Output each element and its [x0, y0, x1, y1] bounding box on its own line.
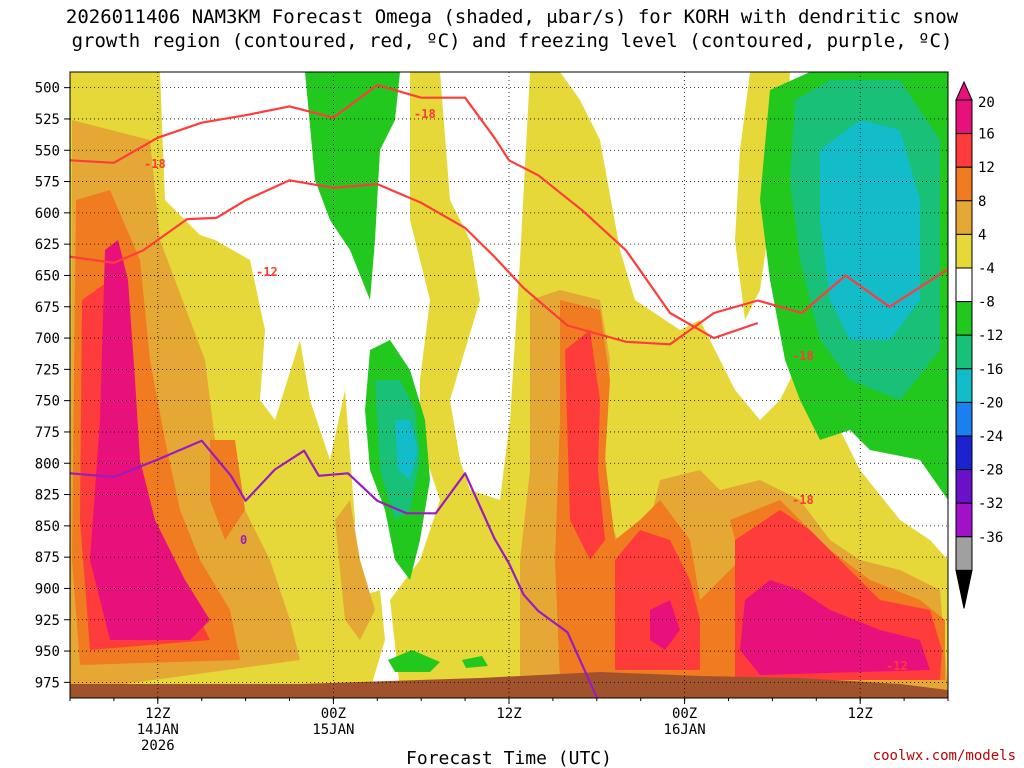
- contour-label-purple-1: 0: [240, 533, 247, 547]
- shade-orange-2: [210, 440, 245, 540]
- colorbar-segment: [955, 334, 973, 370]
- contour-line-1: [70, 83, 759, 340]
- chart-title-line2: growth region (contoured, red, ºC) and f…: [71, 30, 953, 52]
- shade-green-4: [388, 650, 440, 672]
- colorbar-segment: [955, 99, 973, 135]
- y-tick-label: 675: [35, 300, 60, 316]
- omega-shading: [70, 72, 948, 698]
- colorbar-label: 20: [978, 95, 995, 111]
- y-tick-label: 825: [35, 488, 60, 504]
- contour-layer: [70, 83, 948, 698]
- shade-gold-3: [335, 500, 375, 640]
- contour-label-red-1: -18: [144, 157, 166, 171]
- x-tick-label: 12Z: [145, 706, 170, 722]
- colorbar-segment: [955, 133, 973, 168]
- colorbar-label: -36: [978, 530, 1003, 546]
- x-axis-title: Forecast Time (UTC): [406, 748, 612, 768]
- shade-magenta-1: [90, 240, 210, 640]
- x-tick-label: 16JAN: [664, 722, 706, 738]
- colorbar-segment: [955, 435, 973, 471]
- y-tick-label: 600: [35, 206, 60, 222]
- colorbar-label: -20: [978, 395, 1003, 411]
- chart-title-line1: 2026011406 NAM3KM Forecast Omega (shaded…: [65, 6, 959, 28]
- y-tick-label: 975: [35, 675, 60, 691]
- colorbar-segment: [955, 166, 973, 202]
- y-tick-label: 875: [35, 550, 60, 566]
- colorbar-segment: [955, 233, 973, 269]
- colorbar-label: 16: [978, 127, 995, 143]
- colorbar-label: 12: [978, 160, 995, 176]
- colorbar-segment: [955, 200, 973, 235]
- colorbar-label: -8: [978, 295, 995, 311]
- colorbar-top-arrow: [955, 80, 973, 101]
- shade-green-5: [462, 656, 488, 668]
- contour-label-red-2: -18: [414, 107, 436, 121]
- contour-label-red-6: -12: [886, 659, 908, 673]
- y-tick-label: 925: [35, 613, 60, 629]
- x-tick-label: 2026: [141, 738, 175, 754]
- contour-line-0: [70, 439, 598, 698]
- y-tick-label: 525: [35, 112, 60, 128]
- x-tick-label: 12Z: [496, 706, 521, 722]
- y-tick-label: 725: [35, 362, 60, 378]
- contour-line-2: [70, 179, 948, 346]
- colorbar-segment: [955, 267, 973, 303]
- x-tick-label: 00Z: [672, 706, 697, 722]
- colorbar-label: -4: [978, 261, 995, 277]
- y-tick-label: 500: [35, 81, 60, 97]
- contour-label-red-4: -18: [792, 349, 814, 363]
- plot-frame: [69, 71, 949, 699]
- colorbar-label: -28: [978, 463, 1003, 479]
- shade-cyan-1: [820, 120, 920, 340]
- x-tick-label: 00Z: [321, 706, 346, 722]
- y-tick-label: 750: [35, 394, 60, 410]
- credit-text: coolwx.com/models: [873, 748, 1016, 764]
- colorbar-segment: [955, 536, 973, 571]
- contour-label-red-5: -18: [792, 493, 814, 507]
- shade-magenta-3: [650, 600, 680, 650]
- colorbar-label: 4: [978, 227, 986, 243]
- y-tick-label: 900: [35, 581, 60, 597]
- y-tick-label: 800: [35, 456, 60, 472]
- y-tick-label: 850: [35, 519, 60, 535]
- colorbar-segment: [955, 502, 973, 538]
- colorbar-segment: [955, 469, 973, 504]
- y-tick-label: 550: [35, 143, 60, 159]
- y-axis-labels: 500 525 550 575 600 625 650 675 700 725 750 775 800 8…: [35, 81, 60, 692]
- colorbar-segment: [955, 401, 973, 437]
- x-tick-label: 15JAN: [312, 722, 354, 738]
- y-tick-label: 700: [35, 331, 60, 347]
- y-tick-label: 625: [35, 237, 60, 253]
- colorbar-label: -12: [978, 328, 1003, 344]
- colorbar-label: 8: [978, 194, 986, 210]
- shade-cyan-2: [395, 420, 418, 480]
- y-tick-label: 650: [35, 268, 60, 284]
- shade-red-2: [565, 330, 605, 560]
- contour-labels: -18 -18 -12 -18 -18 -12 0: [144, 107, 908, 673]
- shade-red-3: [615, 530, 700, 670]
- colorbar-label: -16: [978, 362, 1003, 378]
- x-tick-label: 12Z: [848, 706, 873, 722]
- contour-label-red-3: -12: [256, 265, 278, 279]
- y-tick-label: 950: [35, 644, 60, 660]
- x-tick-label: 14JAN: [137, 722, 179, 738]
- y-tick-label: 775: [35, 425, 60, 441]
- y-tick-label: 575: [35, 175, 60, 191]
- colorbar: 20 16 12 8 4 -4 -8 -12 -16 -20 -24 -28 -32 -36: [955, 80, 1003, 609]
- colorbar-label: -32: [978, 496, 1003, 512]
- colorbar-segment: [955, 301, 973, 336]
- colorbar-bottom-arrow: [955, 569, 973, 609]
- colorbar-label: -24: [978, 429, 1003, 445]
- colorbar-segment: [955, 368, 973, 403]
